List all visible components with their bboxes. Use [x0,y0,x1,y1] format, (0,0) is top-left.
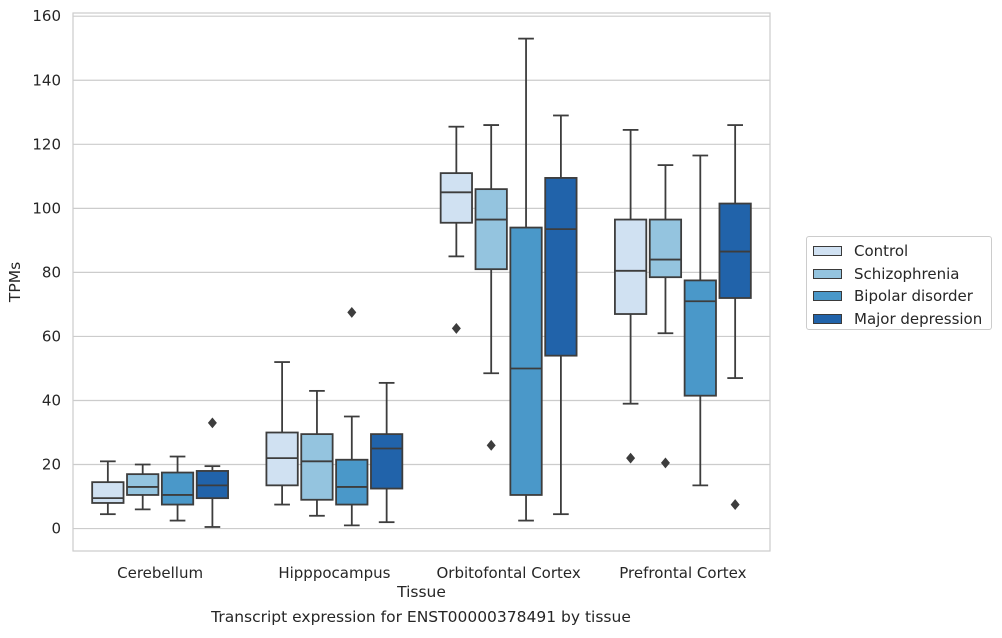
x-tick-labels: Cerebellum Hipppocampus Orbitofontal Corte… [117,564,746,582]
outlier-point [660,457,670,469]
y-axis-label: TPMs [6,262,24,303]
box-body [648,218,683,279]
chart-caption: Transcript expression for ENST0000037849… [211,608,631,626]
legend-item: Schizophrenia [813,263,991,286]
box-0-1 [126,463,160,511]
box-3-3 [718,124,752,510]
legend-item: Control [813,240,991,263]
box-groups [91,37,752,528]
box-2-2 [509,37,543,522]
box-2-0 [439,125,473,334]
outlier-point [486,439,496,451]
outlier-point [626,452,636,464]
y-tick-label: 20 [42,456,61,474]
box-body [160,471,195,506]
box-3-1 [648,164,683,469]
box-body [126,473,160,496]
y-tick-label: 120 [32,135,61,153]
box-body [474,188,508,271]
box-body [683,279,717,397]
box-body [335,458,369,506]
y-tick-label: 80 [42,263,61,281]
outlier-point [207,417,217,429]
outlier-point [730,499,740,510]
x-tick-label: Hipppocampus [278,564,390,582]
legend-swatch [813,246,842,257]
legend-swatch [813,313,842,324]
y-tick-label: 160 [32,7,61,25]
box-body [509,226,543,496]
box-0-3 [195,417,229,528]
legend-swatch [813,291,842,302]
box-1-0 [265,361,299,506]
box-body [544,177,578,357]
y-tick-label: 100 [32,199,61,217]
legend-label: Schizophrenia [854,264,960,283]
box-0-2 [160,455,195,522]
box-body [439,172,473,224]
box-3-0 [614,128,648,464]
y-tick-labels: 0 20 40 60 80 100 120 140 160 [32,7,61,537]
box-body [91,481,125,504]
x-tick-label: Cerebellum [117,564,203,582]
box-3-2 [683,154,717,487]
box-2-3 [544,114,578,516]
outlier-point [451,323,461,334]
box-body [300,433,334,501]
box-body [614,218,648,315]
plot-frame [72,12,771,552]
legend-label: Bipolar disorder [854,287,973,306]
outlier-point [347,307,357,318]
x-axis-label: Tissue [396,583,446,601]
box-body [370,433,404,490]
grid-lines [73,15,770,530]
legend-swatch [813,268,842,279]
y-tick-label: 60 [42,327,61,345]
legend-label: Control [854,242,909,261]
x-tick-label: Prefrontal Cortex [619,564,746,582]
box-0-0 [91,460,125,516]
legend-item: Major depression [813,308,991,331]
y-tick-label: 0 [51,520,61,538]
x-tick-label: Orbitofontal Cortex [437,564,581,582]
legend-item: Bipolar disorder [813,285,991,308]
y-tick-label: 40 [42,391,61,409]
y-tick-label: 140 [32,71,61,89]
box-1-1 [300,389,334,517]
legend: Control Schizophrenia Bipolar disorder Majo… [806,236,992,330]
box-1-2 [335,307,369,527]
legend-label: Major depression [854,309,983,328]
box-2-1 [474,124,508,451]
box-1-3 [370,381,404,524]
